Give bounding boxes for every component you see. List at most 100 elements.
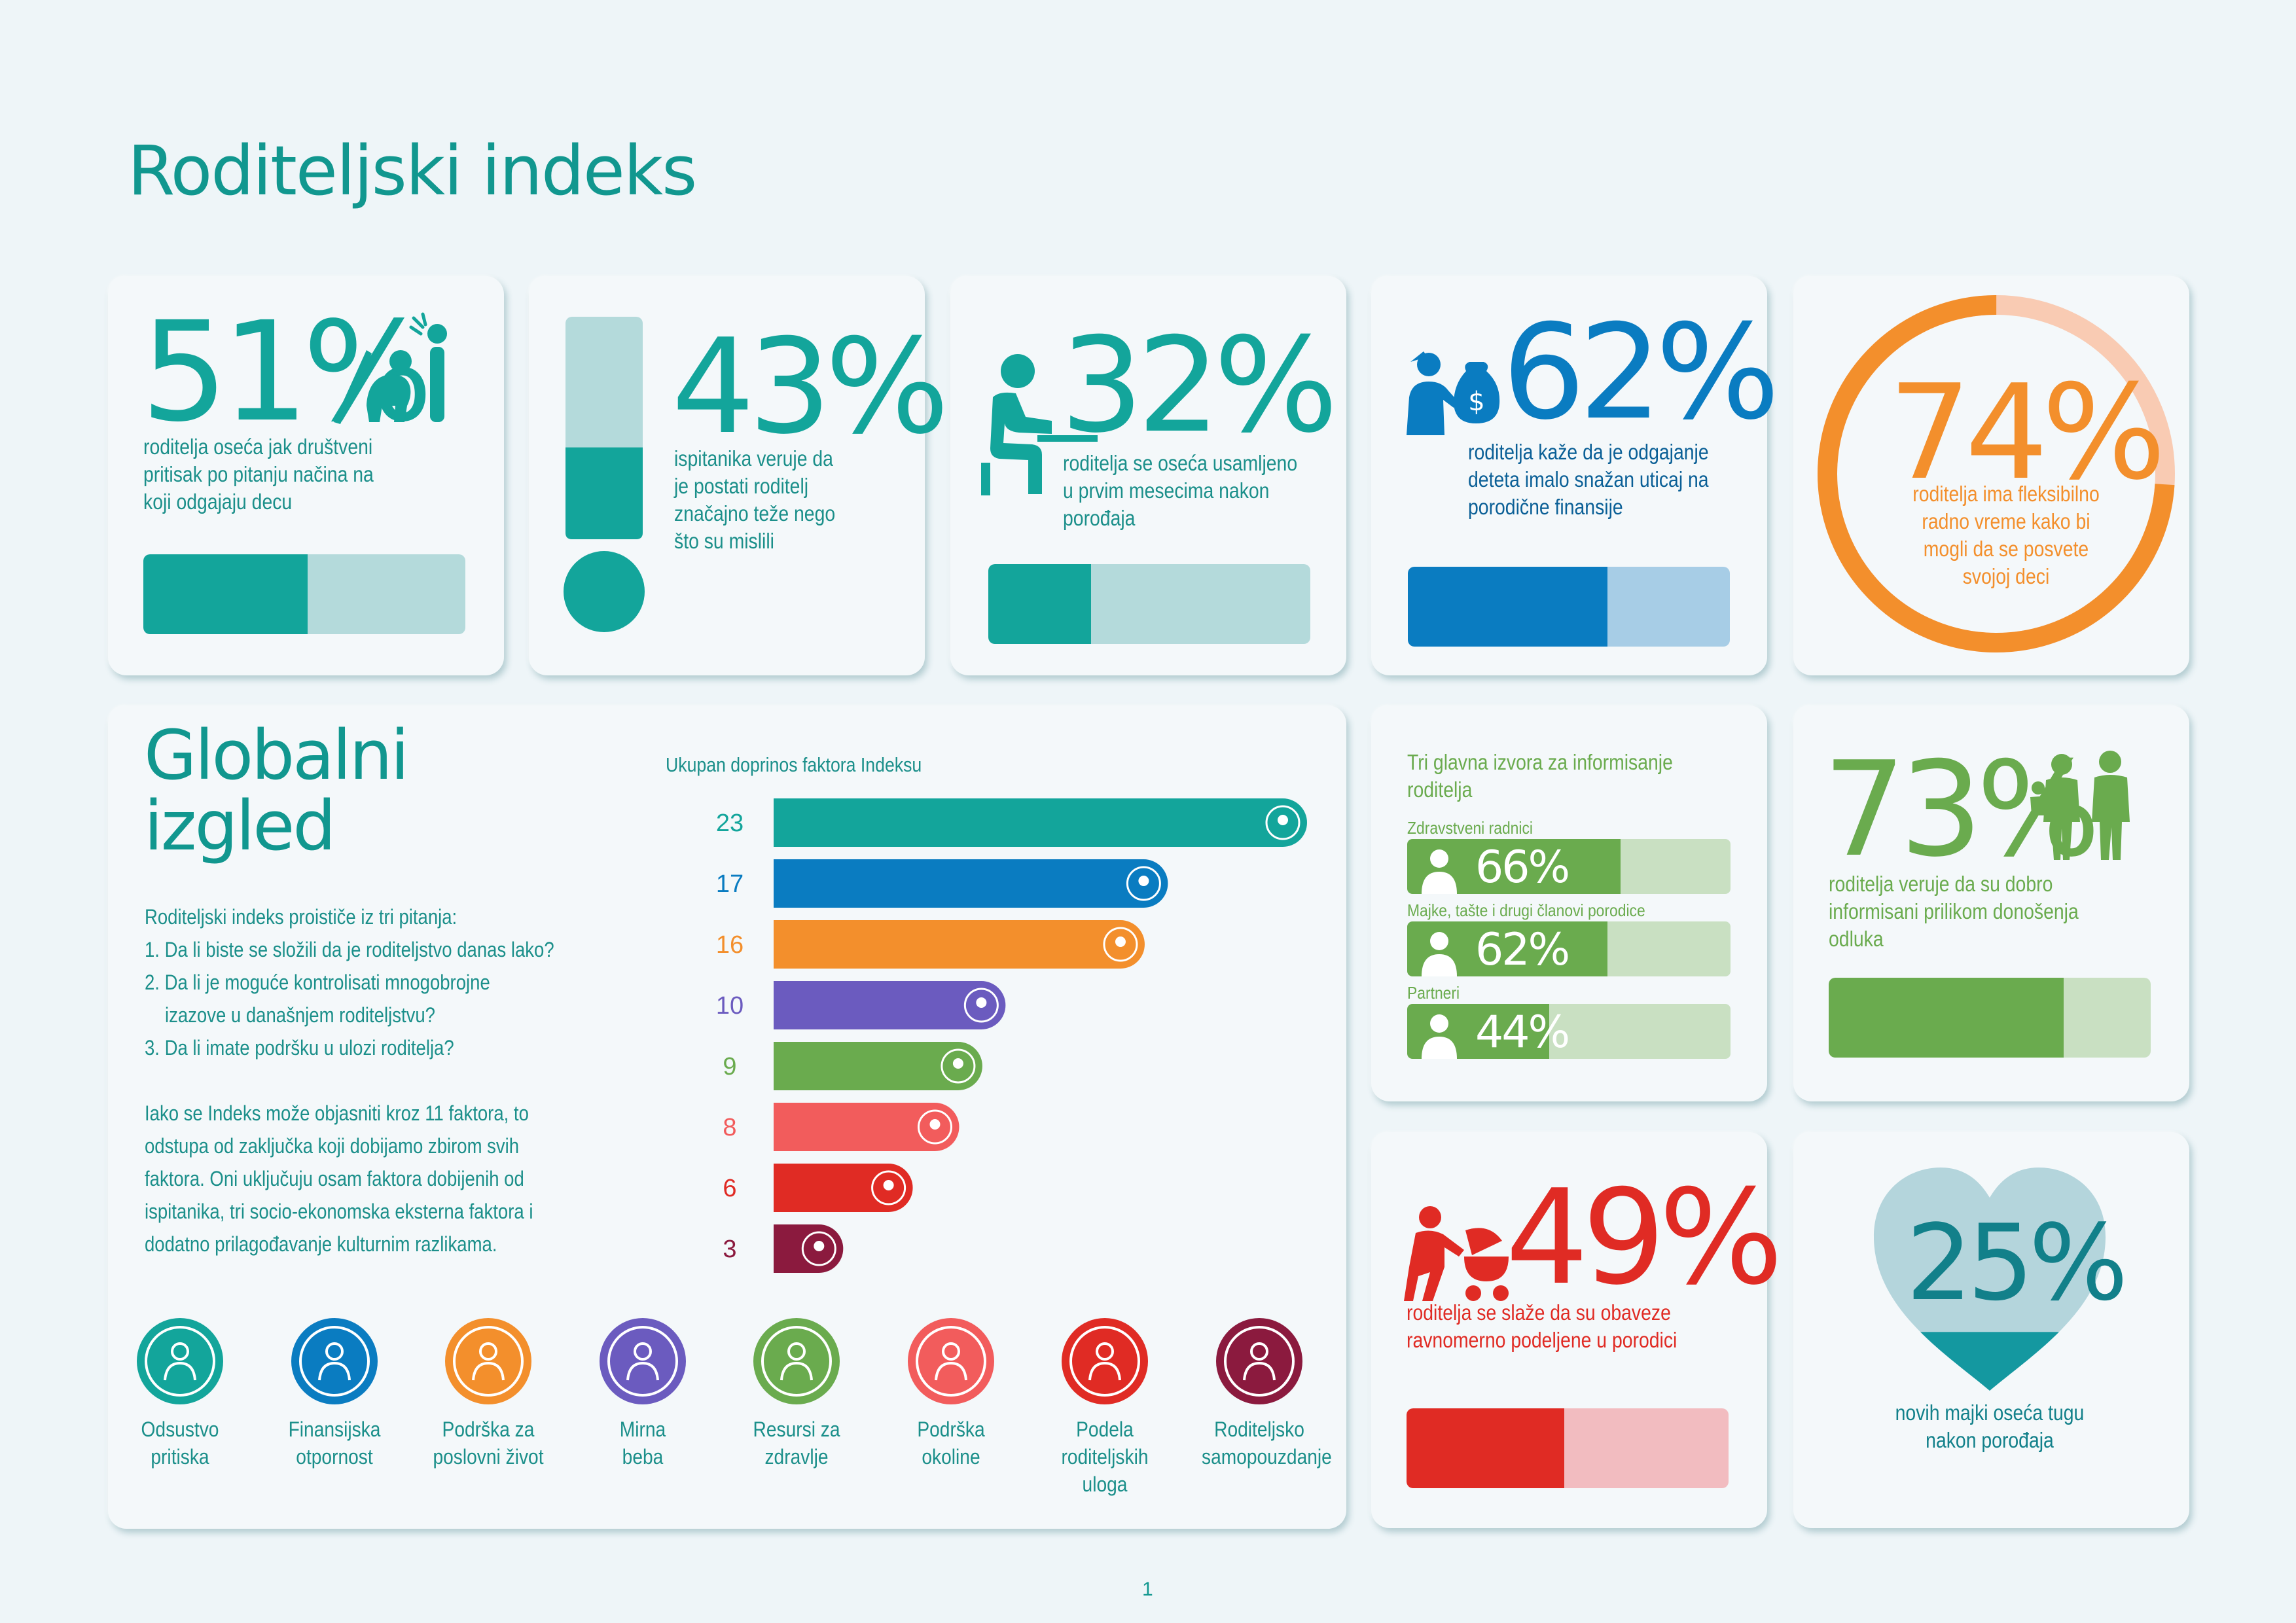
bar-end-icon-dot (1278, 815, 1288, 825)
exclamation-icon (564, 317, 645, 632)
community-icon (907, 1318, 994, 1404)
info-source-value: 62% (1475, 924, 1570, 976)
ring-74 (1818, 295, 2175, 652)
bar-end-icon-dot (1138, 876, 1149, 886)
stat-32-bar-fill (988, 564, 1092, 644)
bar-end-icon-dot (952, 1058, 963, 1069)
info-source-value: 66% (1475, 842, 1570, 893)
info-source-value: 44% (1475, 1007, 1570, 1058)
info-source-label: Partneri (1407, 983, 1460, 1003)
factor-label: Finansijska otpornost (288, 1418, 380, 1469)
factor-label: Roditeljsko samopouzdanje (1201, 1418, 1332, 1469)
bar-value-label: 16 (716, 931, 744, 959)
factor-label: Mirna beba (619, 1418, 666, 1469)
factor-item: Odsustvo pritiska (115, 1317, 245, 1514)
baby-icon (599, 1318, 686, 1404)
stressed-parent-icon (334, 312, 447, 424)
stat-32-bar (988, 564, 1310, 644)
stat-49-bar-fill (1407, 1408, 1565, 1488)
info-source-bar: 44% (1407, 1004, 1731, 1059)
bar (774, 920, 1145, 969)
stat-62-bar-fill (1408, 567, 1608, 647)
stat-51-bar-fill (143, 554, 308, 634)
factor-label: Resursi za zdravlje (753, 1418, 840, 1469)
factor-label: Podela roditeljskih uloga (1061, 1418, 1149, 1496)
confident-parent-icon (1215, 1318, 1302, 1404)
bar-end-icon (871, 1170, 906, 1205)
info-source-bar: 62% (1407, 921, 1731, 976)
stat-74-value: 74% (1888, 357, 2166, 509)
bar-value-label: 23 (716, 810, 744, 837)
bar (774, 1103, 960, 1151)
stat-25-value: 25% (1906, 1202, 2128, 1324)
factor-item: Podrška za poslovni život (423, 1317, 554, 1514)
parents-icon (2030, 751, 2130, 860)
factor-item: Podrška okoline (886, 1317, 1016, 1514)
stress-icon (137, 1318, 223, 1404)
stat-51-bar (143, 554, 465, 634)
heart-icon (1874, 1168, 2106, 1391)
bar-end-icon-dot (1115, 936, 1126, 947)
bar (774, 1042, 982, 1090)
stat-73-bar-fill (1829, 978, 2064, 1058)
global-questions: Roditeljski indeks proističe iz tri pita… (145, 905, 554, 1060)
factor-item: Roditeljsko samopouzdanje (1194, 1317, 1332, 1514)
card-51: 51% roditelja oseća jak društveni pritis… (108, 276, 504, 675)
bar-value-label: 3 (723, 1236, 736, 1263)
bar-end-icon (941, 1048, 976, 1084)
bar-end-icon-dot (929, 1119, 941, 1130)
stat-62-text: roditelja kaže da je odgajanje deteta im… (1468, 440, 1709, 519)
person-icon (1422, 932, 1457, 976)
bar-value-label: 6 (723, 1175, 736, 1202)
card-49: 49% roditelja se slaže da su obaveze rav… (1371, 1132, 1784, 1528)
stat-51-value: 51% (141, 292, 433, 452)
info-source-bar: 66% (1407, 839, 1731, 894)
bar (774, 1224, 844, 1273)
factor-item: Resursi za zdravlje (731, 1317, 862, 1514)
bar-end-icon (801, 1231, 836, 1266)
bar-row: 23 (716, 798, 1307, 847)
factor-label: Odsustvo pritiska (141, 1418, 219, 1469)
stat-62-value: 62% (1502, 296, 1780, 449)
bar-value-label: 10 (716, 992, 744, 1020)
card-25: 25% novih majki oseća tugu nakon porođaj… (1793, 1132, 2189, 1528)
factor-label: Podrška okoline (916, 1418, 985, 1469)
bar-row: 6 (723, 1164, 913, 1212)
briefcase-icon (445, 1318, 531, 1404)
stat-62-bar (1408, 567, 1730, 647)
stat-73-bar (1829, 978, 2151, 1058)
stat-32-value: 32% (1060, 310, 1338, 462)
info-source-label: Zdravstveni radnici (1407, 818, 1534, 838)
family-icon (1062, 1318, 1148, 1404)
bar-chart: 23 17 16 10 9 8 6 3 (716, 798, 1307, 1273)
page-title: Roditeljski indeks (128, 131, 697, 211)
person-icon (1422, 1014, 1457, 1059)
chart-title: Ukupan doprinos faktora Indeksu (666, 753, 922, 776)
bar-end-icon (1265, 805, 1300, 840)
stat-43-text: ispitanika veruje da je postati roditelj… (674, 446, 836, 553)
global-paragraph: Iako se Indeks može objasniti kroz 11 fa… (145, 1101, 533, 1256)
info-source-row: Zdravstveni radnici 66% (1407, 818, 1734, 897)
card-43: 43% ispitanika veruje da je postati rodi… (529, 276, 950, 675)
bar (774, 859, 1168, 908)
info-source-row: Partneri 44% (1407, 983, 1734, 1061)
info-source-row: Majke, tašte i drugi članovi porodice 62… (1407, 901, 1734, 979)
bar-row: 8 (723, 1103, 960, 1151)
lonely-parent-icon (981, 354, 1098, 495)
person-icon (1422, 849, 1457, 894)
bar-end-icon-dot (976, 997, 987, 1008)
money-bag-parent-icon: $ (1407, 351, 1500, 435)
card-73: 73% roditelja veruje da su dobro informi… (1793, 705, 2189, 1101)
factor-item: Podela roditeljskih uloga (1039, 1317, 1170, 1514)
bar-value-label: 17 (716, 870, 744, 898)
bar-end-icon-dot (814, 1241, 825, 1251)
stat-74-text: roditelja ima fleksibilno radno vreme ka… (1912, 482, 2100, 588)
bar-row: 9 (723, 1042, 982, 1090)
card-global: Globalni izgled Roditeljski indeks prois… (108, 705, 1346, 1529)
parent-stroller-icon (1404, 1206, 1509, 1301)
info-title: Tri glavna izvora za informisanje rodite… (1407, 750, 1673, 802)
stat-43-value: 43% (672, 311, 950, 463)
bar-row: 16 (716, 920, 1145, 969)
factor-label: Podrška za poslovni život (433, 1418, 544, 1469)
info-source-label: Majke, tašte i drugi članovi porodice (1407, 901, 1645, 920)
